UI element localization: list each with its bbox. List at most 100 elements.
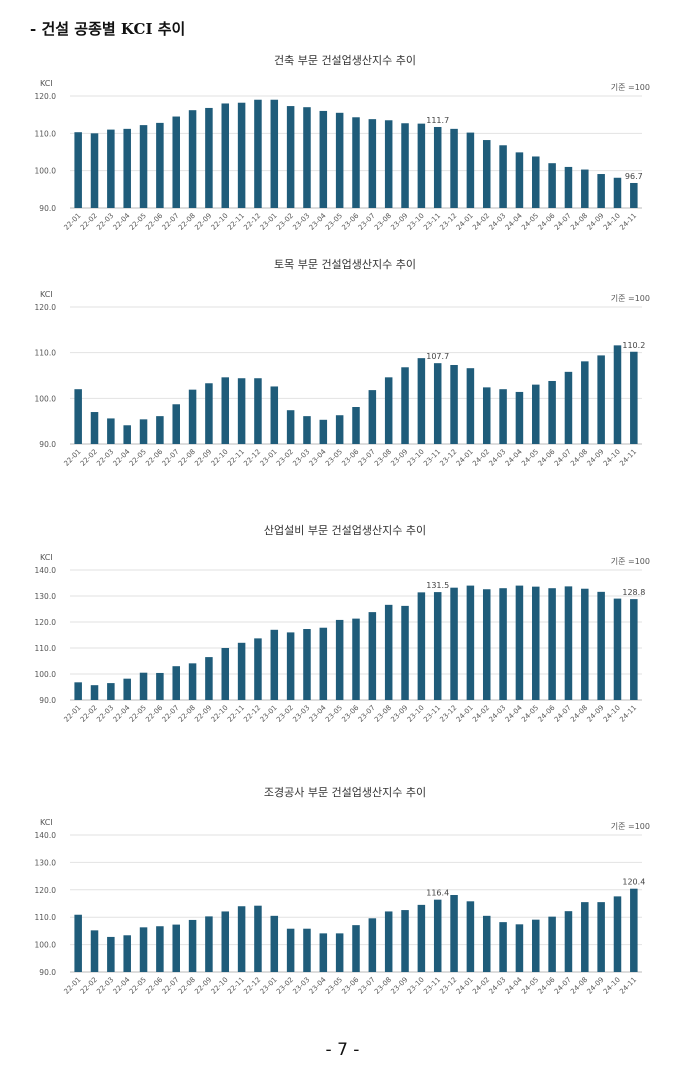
x-tick-label: 22-11 <box>226 212 246 232</box>
bar <box>433 363 442 444</box>
bar <box>319 419 328 444</box>
x-tick-label: 24-01 <box>455 976 475 996</box>
x-tick-label: 22-12 <box>242 212 262 232</box>
x-tick-label: 23-01 <box>259 212 279 232</box>
bar <box>270 915 279 972</box>
x-tick-label: 24-08 <box>569 976 589 996</box>
x-tick-label: 23-02 <box>275 704 295 724</box>
bar <box>188 389 197 444</box>
data-label: 96.7 <box>625 172 643 181</box>
data-label: 131.5 <box>426 581 449 590</box>
bar <box>564 911 573 972</box>
x-tick-label: 22-10 <box>210 976 230 996</box>
bar <box>335 112 344 208</box>
bar <box>205 657 213 700</box>
bar <box>417 358 426 444</box>
x-tick-label: 22-04 <box>112 975 132 995</box>
bar <box>237 378 246 444</box>
x-tick-label: 24-01 <box>455 212 475 232</box>
x-tick-label: 23-09 <box>389 212 409 232</box>
bar <box>172 116 180 208</box>
bar <box>319 627 328 700</box>
bar <box>630 351 638 444</box>
bar <box>532 586 540 700</box>
x-tick-label: 22-12 <box>242 704 262 724</box>
x-tick-label: 23-05 <box>324 212 344 232</box>
x-tick-label: 22-05 <box>128 704 148 724</box>
bar <box>597 174 605 208</box>
x-tick-label: 23-01 <box>259 976 279 996</box>
bar <box>433 899 442 972</box>
bar <box>630 599 638 700</box>
y-tick-label: 100.0 <box>35 670 57 679</box>
x-tick-label: 23-12 <box>438 212 458 232</box>
bar <box>188 663 197 700</box>
bar <box>123 935 131 972</box>
y-tick-label: 120.0 <box>35 303 57 312</box>
x-tick-label: 23-06 <box>340 703 360 723</box>
y-tick-label: 90.0 <box>39 440 56 449</box>
x-tick-label: 22-01 <box>63 976 83 996</box>
bar <box>368 390 377 444</box>
base-note: 기준 =100 <box>611 83 650 92</box>
x-tick-label: 23-06 <box>340 975 360 995</box>
bar <box>433 126 442 208</box>
data-label: 128.8 <box>622 588 645 597</box>
bar <box>205 383 213 444</box>
bar <box>384 911 393 972</box>
x-tick-label: 24-05 <box>520 704 540 724</box>
bar <box>254 638 262 700</box>
bar <box>335 933 344 972</box>
bar <box>172 666 180 700</box>
x-tick-label: 23-03 <box>291 212 311 232</box>
y-tick-label: 110.0 <box>35 349 57 358</box>
bar <box>221 911 230 972</box>
bar <box>613 896 622 972</box>
bar <box>303 629 311 700</box>
x-tick-label: 22-02 <box>79 976 99 996</box>
bar <box>221 377 230 444</box>
chart-industrial: 산업설비 부문 건설업생산지수 추이 KCI 기준 =100 90.0 100.0 110… <box>30 518 660 738</box>
data-label: 110.2 <box>622 341 645 350</box>
x-tick-label: 23-04 <box>308 211 328 231</box>
data-label: 120.4 <box>622 878 645 887</box>
x-tick-label: 22-07 <box>161 976 181 996</box>
bar <box>90 133 99 208</box>
x-tick-label: 23-05 <box>324 704 344 724</box>
bar <box>90 930 99 972</box>
bar <box>156 122 164 208</box>
x-tick-label: 24-08 <box>569 212 589 232</box>
x-tick-label: 23-12 <box>438 976 458 996</box>
bar <box>205 916 213 972</box>
bar <box>450 364 458 444</box>
bar <box>270 386 279 444</box>
bar <box>270 629 279 700</box>
x-tick-label: 22-10 <box>210 212 230 232</box>
x-tick-label: 22-06 <box>144 975 164 995</box>
bar <box>482 915 491 972</box>
bar <box>254 378 262 444</box>
x-tick-label: 22-03 <box>95 704 115 724</box>
x-tick-label: 22-02 <box>79 212 99 232</box>
chart-civil: 토목 부문 건설업생산지수 추이 KCI 기준 =100 90.0 100.0 110.0… <box>30 252 660 467</box>
bar <box>270 99 279 208</box>
bar <box>74 389 82 444</box>
bar <box>221 648 230 700</box>
x-tick-label: 23-01 <box>259 704 279 724</box>
x-tick-label: 24-03 <box>487 212 507 232</box>
x-tick-label: 22-03 <box>95 976 115 996</box>
chart-architecture-svg: 건축 부문 건설업생산지수 추이 KCI 기준 =100 90.0 100.0 110.0… <box>35 54 650 232</box>
bar <box>515 585 524 700</box>
bar <box>286 632 295 700</box>
x-tick-label: 24-11 <box>618 704 638 724</box>
y-axis-label: KCI <box>40 290 53 299</box>
bar <box>74 132 82 208</box>
bar <box>532 156 540 208</box>
x-tick-label: 23-09 <box>389 704 409 724</box>
bar <box>221 103 230 208</box>
bar <box>581 169 589 208</box>
bar <box>384 604 393 700</box>
bar <box>499 389 507 444</box>
x-tick-label: 23-12 <box>438 704 458 724</box>
bar <box>156 416 164 444</box>
